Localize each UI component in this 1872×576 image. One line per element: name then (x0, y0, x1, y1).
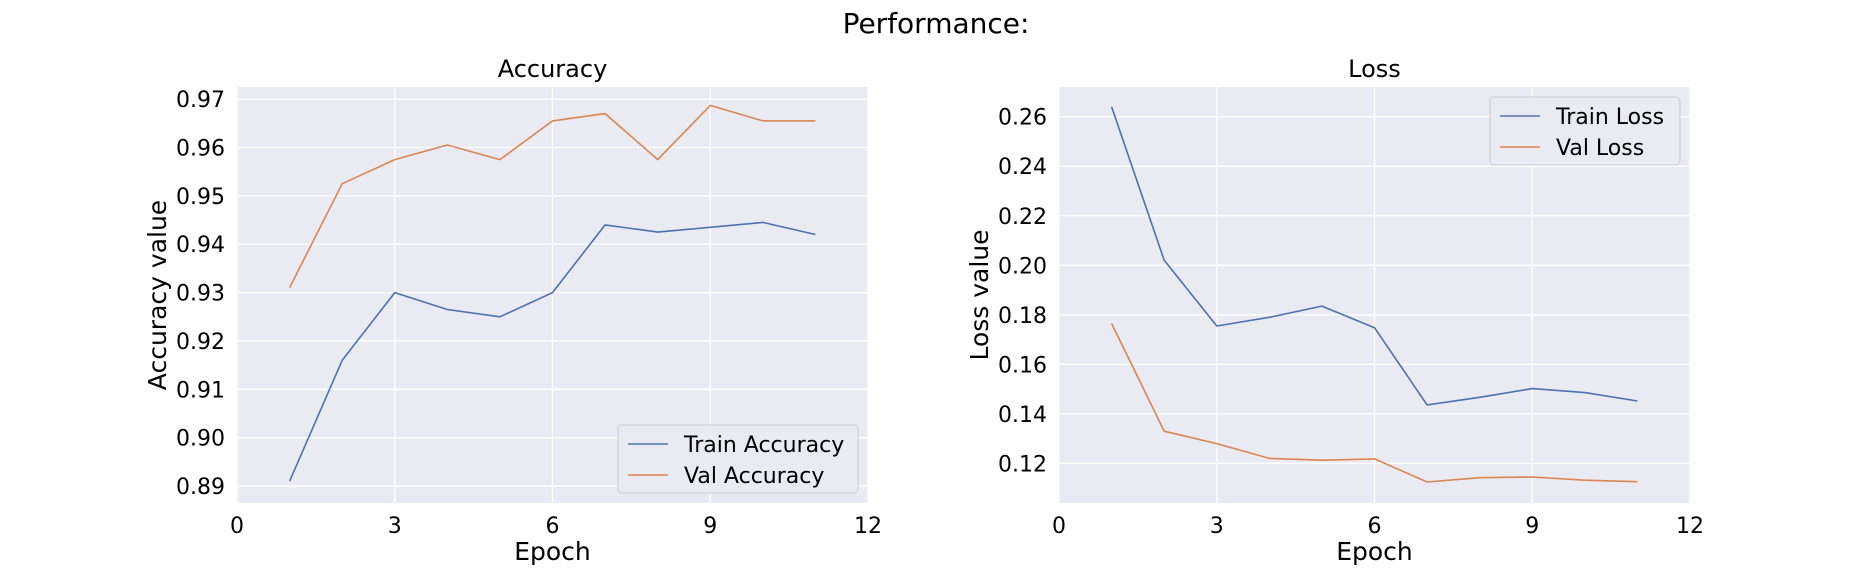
chart-1-legend-box (617, 424, 859, 494)
chart-2-y-axis-label: Loss value (965, 229, 994, 360)
chart-2-legend-label: Train Loss (1555, 105, 1664, 130)
chart-1-y-tick-label: 0.97 (176, 88, 225, 113)
chart-2-legend: Train Loss Val Loss (1489, 96, 1681, 166)
chart-2-legend-box (1489, 96, 1681, 166)
chart-2-y-tick-label: 0.16 (998, 353, 1047, 378)
chart-1-y-tick-label: 0.94 (176, 233, 225, 258)
chart-2-series-line-2 (1110, 323, 1638, 483)
chart-1-legend-label: Val Accuracy (684, 464, 824, 489)
chart-1-panel: 0 3 6 9 12 0.89 0.90 0.91 0.92 0.93 0.94 0.95 0.96 0.… (143, 55, 882, 566)
chart-1-x-tick-label: 0 (230, 514, 244, 539)
chart-1-series-line-1 (288, 221, 816, 482)
chart-1-x-axis-label: Epoch (514, 537, 591, 566)
chart-1-y-tick-label: 0.89 (176, 475, 225, 500)
chart-1-legend: Train Accuracy Val Accuracy (617, 424, 859, 494)
chart-1-x-tick-label: 9 (703, 514, 717, 539)
chart-1-y-tick-label: 0.93 (176, 282, 225, 307)
chart-2-title: Loss (1348, 55, 1401, 83)
chart-2-panel: 0 3 6 9 12 0.12 0.14 0.16 0.18 0.20 0.22 0.24 0.26 Lo… (965, 55, 1704, 566)
chart-1-series-line-2 (288, 104, 816, 289)
chart-1-y-tick-label: 0.91 (176, 378, 225, 403)
chart-1-y-tick-label: 0.90 (176, 427, 225, 452)
chart-2-x-tick-label: 9 (1525, 514, 1539, 539)
chart-2-y-tick-label: 0.26 (998, 106, 1047, 131)
chart-1-title: Accuracy (498, 55, 608, 83)
chart-2-y-tick-label: 0.12 (998, 452, 1047, 477)
chart-1-y-tick-label: 0.96 (176, 136, 225, 161)
figure-title: Performance: (843, 7, 1030, 40)
chart-2-y-tick-label: 0.14 (998, 403, 1047, 428)
chart-2-y-tick-label: 0.20 (998, 254, 1047, 279)
chart-1-legend-label: Train Accuracy (683, 433, 844, 458)
chart-2-y-tick-label: 0.22 (998, 205, 1047, 230)
chart-1-y-axis-label: Accuracy value (143, 200, 172, 390)
chart-1-x-tick-label: 12 (854, 514, 882, 539)
chart-2-series-line-1 (1110, 106, 1638, 406)
chart-1-y-tick-label: 0.92 (176, 330, 225, 355)
chart-1-y-tick-label: 0.95 (176, 185, 225, 210)
chart-2-x-axis-label: Epoch (1336, 537, 1413, 566)
chart-2-x-tick-label: 3 (1210, 514, 1224, 539)
chart-2-x-tick-label: 12 (1676, 514, 1704, 539)
chart-2-x-tick-label: 0 (1052, 514, 1066, 539)
chart-2-y-tick-label: 0.18 (998, 304, 1047, 329)
chart-2-x-tick-label: 6 (1368, 514, 1382, 539)
chart-1-x-tick-label: 3 (388, 514, 402, 539)
chart-2-y-tick-label: 0.24 (998, 155, 1047, 180)
chart-1-x-tick-label: 6 (546, 514, 560, 539)
chart-2-legend-label: Val Loss (1556, 136, 1644, 161)
